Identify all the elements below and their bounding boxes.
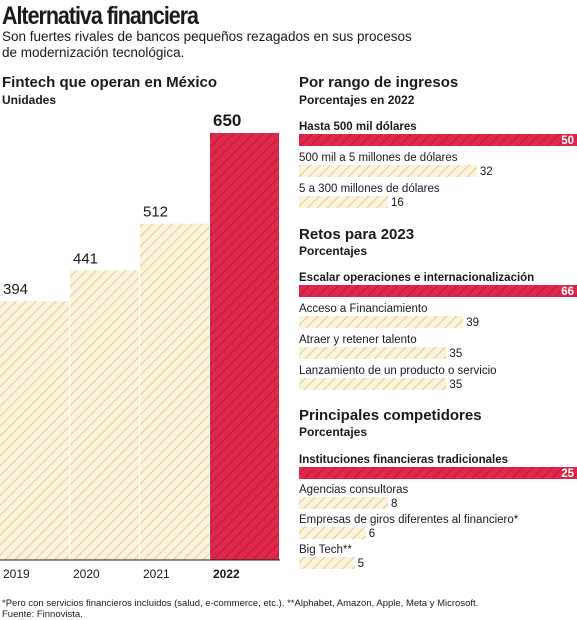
category-label: Lanzamiento de un producto o servicio — [299, 365, 497, 377]
value-label: 5 — [358, 558, 364, 570]
value-label: 6 — [369, 528, 375, 540]
category-label: Escalar operaciones e internacionalizaci… — [299, 272, 534, 284]
fintech-bar-2019 — [0, 301, 69, 560]
value-label: 66 — [561, 286, 574, 298]
fintech-year-label: 2019 — [3, 567, 30, 581]
bar-3 — [299, 557, 355, 569]
fintech-bar-2020 — [70, 270, 139, 560]
fintech-year-label: 2020 — [73, 567, 100, 581]
fintech-chart-title: Fintech que operan en México — [2, 74, 218, 91]
retos-chart-title: Retos para 2023 — [299, 226, 415, 243]
bar-2 — [299, 527, 366, 539]
competidores-chart-subtitle: Porcentajes — [299, 425, 368, 439]
category-label: Hasta 500 mil dólares — [299, 121, 417, 133]
fintech-value-label: 650 — [213, 111, 241, 130]
competidores-chart-title: Principales competidores — [299, 407, 482, 424]
retos-chart-subtitle: Porcentajes — [299, 244, 368, 258]
bar-1 — [299, 165, 477, 177]
value-label: 50 — [561, 135, 574, 147]
bar-2 — [299, 196, 388, 208]
fintech-bar-chart: 394 2019 441 2020 512 2021 650 2022 — [0, 111, 280, 581]
page-title: Alternativa financiera — [2, 2, 199, 30]
bar-0 — [299, 285, 577, 297]
page-subtitle: Son fuertes rivales de bancos pequeños r… — [2, 29, 412, 60]
fintech-bar-2022 — [210, 133, 279, 560]
value-label: 35 — [449, 348, 462, 360]
category-label: Instituciones financieras tradicionales — [299, 454, 508, 466]
retos-bar-chart: Escalar operaciones e internacionalizaci… — [299, 272, 577, 391]
bar-1 — [299, 497, 388, 509]
fintech-value-label: 512 — [143, 204, 168, 221]
fintech-year-label: 2021 — [143, 567, 170, 581]
value-label: 8 — [391, 498, 397, 510]
value-label: 25 — [561, 468, 574, 480]
fintech-value-label: 441 — [73, 250, 98, 267]
category-label: 500 mil a 5 millones de dólares — [299, 152, 458, 164]
category-label: Atraer y retener talento — [299, 334, 417, 346]
fintech-year-label: 2022 — [213, 567, 240, 581]
category-label: 5 a 300 millones de dólares — [299, 183, 440, 195]
ingresos-chart-title: Por rango de ingresos — [299, 74, 459, 91]
fintech-bar-2021 — [140, 223, 209, 560]
bar-1 — [299, 316, 464, 328]
bar-2 — [299, 347, 447, 359]
bar-0 — [299, 467, 577, 479]
bar-0 — [299, 134, 577, 146]
source-note: Fuente: Finnovista. — [2, 609, 83, 620]
footnote: *Pero con servicios financieros incluido… — [2, 598, 479, 609]
value-label: 32 — [480, 166, 493, 178]
category-label: Big Tech** — [299, 544, 352, 556]
ingresos-chart-subtitle: Porcentajes en 2022 — [299, 93, 415, 107]
value-label: 16 — [391, 197, 404, 209]
fintech-chart-subtitle: Unidades — [2, 93, 57, 107]
category-label: Empresas de giros diferentes al financie… — [299, 514, 519, 526]
value-label: 39 — [466, 317, 479, 329]
ingresos-bar-chart: Hasta 500 mil dólares 50 500 mil a 5 millo… — [299, 121, 577, 209]
bar-3 — [299, 378, 447, 390]
fintech-value-label: 394 — [3, 281, 28, 298]
competidores-bar-chart: Instituciones financieras tradicionales 2… — [299, 454, 577, 570]
category-label: Agencias consultoras — [299, 484, 409, 496]
value-label: 35 — [449, 379, 462, 391]
category-label: Acceso a Financiamiento — [299, 303, 427, 315]
